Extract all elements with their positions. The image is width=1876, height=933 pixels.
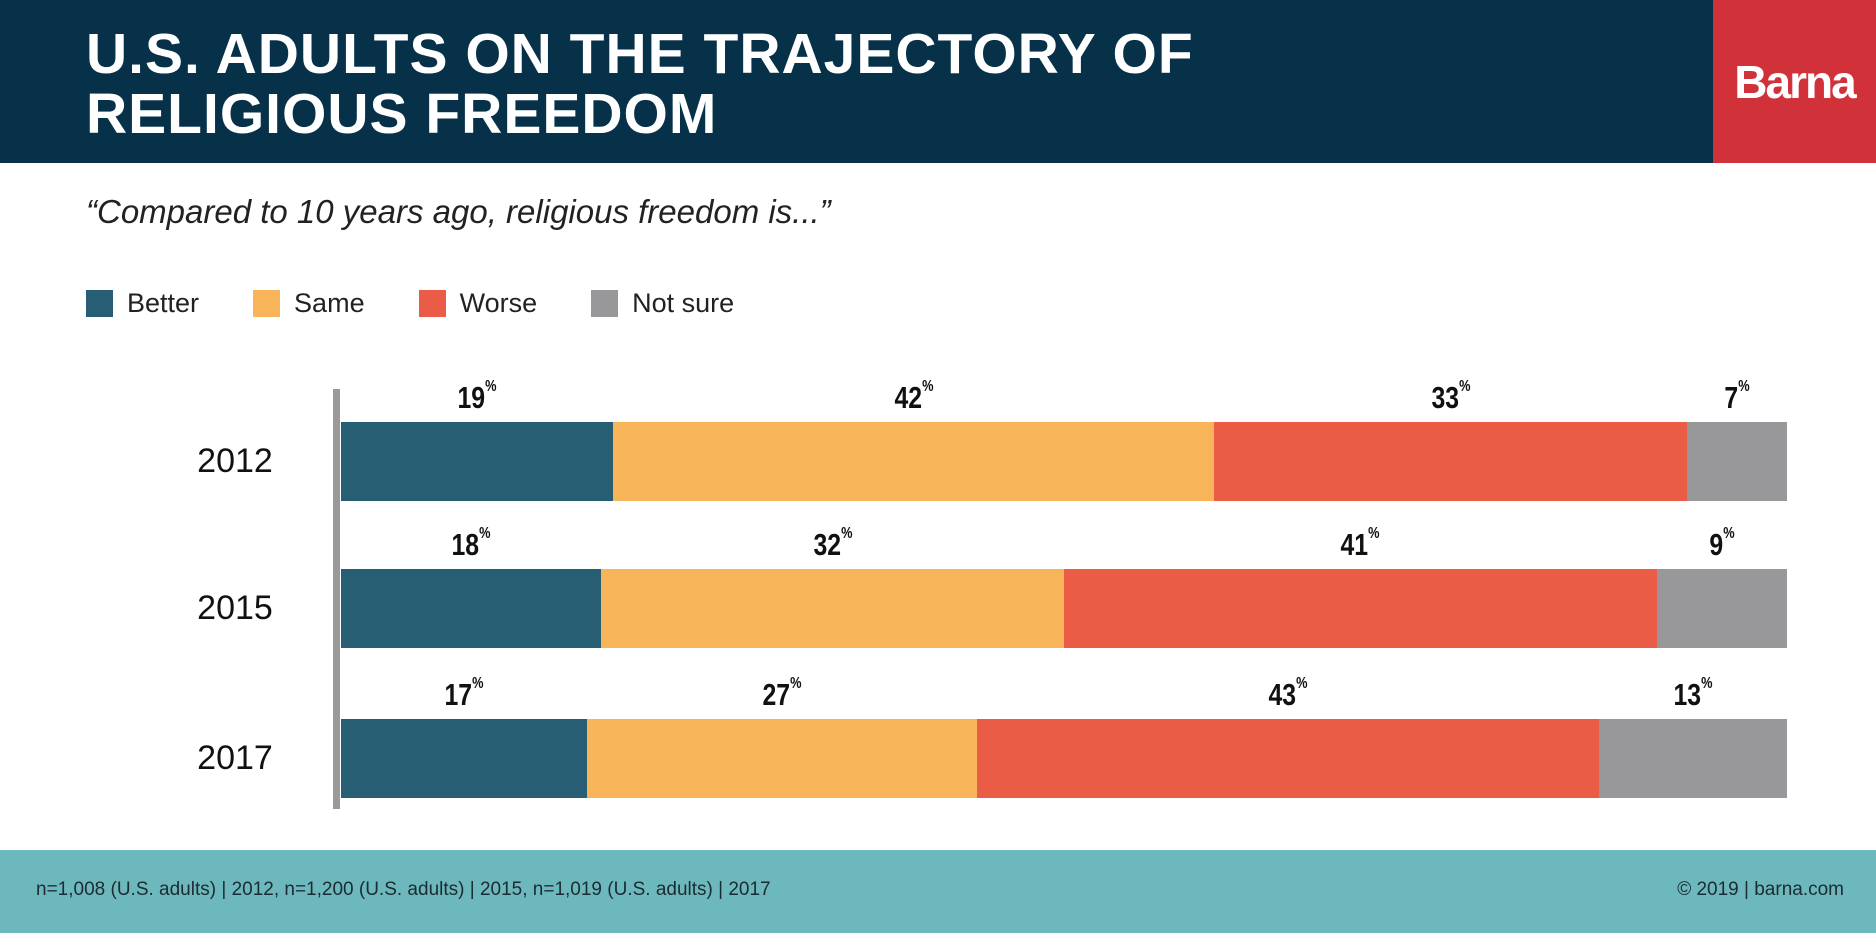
data-label: 13% [1673, 675, 1713, 712]
data-label: 18% [451, 525, 491, 562]
legend-label: Same [294, 288, 365, 318]
legend-item: Worse [418, 288, 538, 319]
bar-segment-not-sure [1599, 719, 1787, 798]
legend-item: Better [86, 288, 199, 319]
legend-swatch [86, 290, 113, 317]
data-label: 32% [813, 525, 853, 562]
chart-subtitle: “Compared to 10 years ago, religious fre… [86, 193, 831, 230]
barna-logo: Barna [1713, 0, 1876, 163]
chart-title: U.S. ADULTS ON THE TRAJECTORY OF RELIGIO… [86, 22, 1194, 146]
bar-segment-better [341, 569, 602, 648]
bar-segment-worse [1064, 569, 1657, 648]
bar-segment-worse [977, 719, 1599, 798]
legend-swatch [591, 290, 619, 317]
bar-segment-same [586, 719, 978, 798]
legend-label: Not sure [632, 288, 735, 318]
legend-label: Worse [459, 288, 538, 318]
legend-swatch [253, 290, 281, 317]
data-label: 7% [1724, 378, 1750, 415]
bar-segment-better [341, 422, 614, 501]
copyright: © 2019 | barna.com [1677, 879, 1844, 900]
data-label: 42% [894, 378, 934, 415]
header-banner: U.S. ADULTS ON THE TRAJECTORY OF RELIGIO… [0, 0, 1713, 163]
category-label: 2017 [197, 739, 273, 777]
bar-segment-same [613, 422, 1215, 501]
data-label: 9% [1709, 525, 1735, 562]
data-label: 41% [1340, 525, 1380, 562]
sample-info: n=1,008 (U.S. adults) | 2012, n=1,200 (U… [36, 879, 771, 900]
category-label: 2015 [197, 589, 273, 627]
y-axis-line [333, 389, 340, 809]
legend-item: Same [253, 288, 365, 319]
bar-segment-better [341, 719, 587, 798]
data-label: 33% [1431, 378, 1471, 415]
data-label: 43% [1268, 675, 1308, 712]
data-label: 17% [444, 675, 484, 712]
bar-segment-worse [1214, 422, 1687, 501]
data-label: 27% [762, 675, 802, 712]
legend: Better Same Worse Not sure [86, 288, 788, 319]
footer: n=1,008 (U.S. adults) | 2012, n=1,200 (U… [0, 850, 1876, 933]
legend-item: Not sure [591, 288, 734, 319]
bar-segment-same [601, 569, 1064, 648]
bar-segment-not-sure [1686, 422, 1787, 501]
category-label: 2012 [197, 442, 273, 480]
bar-segment-not-sure [1656, 569, 1787, 648]
legend-label: Better [127, 288, 200, 318]
legend-swatch [418, 290, 446, 317]
data-label: 19% [457, 378, 497, 415]
